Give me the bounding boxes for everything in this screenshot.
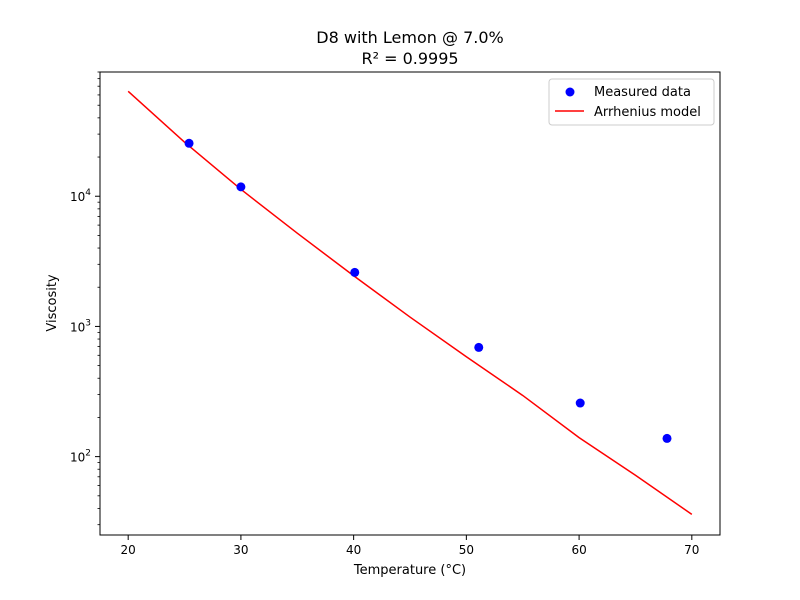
x-tick-label: 70 — [684, 543, 699, 557]
x-axis-ticks: 20 30 40 50 60 70 — [121, 535, 699, 557]
data-point — [184, 138, 194, 148]
chart-title: D8 with Lemon @ 7.0% — [316, 28, 503, 47]
legend-box — [548, 78, 715, 126]
x-tick-label: 60 — [571, 543, 586, 557]
x-tick-label: 50 — [459, 543, 474, 557]
legend-label-measured: Measured data — [594, 85, 691, 100]
legend-marker-measured — [565, 87, 575, 97]
model-curve — [127, 90, 693, 515]
x-tick-label: 30 — [233, 543, 248, 557]
x-tick-label: 20 — [121, 543, 136, 557]
legend: Measured data Arrhenius model — [548, 78, 715, 126]
y-tick-label: 104 — [70, 188, 91, 204]
x-tick-label: 40 — [346, 543, 361, 557]
series-layer — [127, 90, 693, 515]
data-point — [236, 182, 246, 192]
data-point — [662, 433, 672, 443]
y-tick-label: 102 — [70, 449, 91, 465]
y-tick-label: 103 — [70, 318, 91, 334]
legend-label-model: Arrhenius model — [594, 105, 701, 120]
y-axis-ticks: 102 103 104 — [70, 71, 100, 526]
y-axis-label: Viscosity — [45, 274, 60, 332]
x-axis-label: Temperature (°C) — [353, 563, 466, 578]
plot-frame — [99, 71, 721, 536]
data-point — [350, 267, 360, 277]
data-point — [474, 342, 484, 352]
data-point — [575, 398, 585, 408]
chart-subtitle: R² = 0.9995 — [361, 49, 458, 68]
